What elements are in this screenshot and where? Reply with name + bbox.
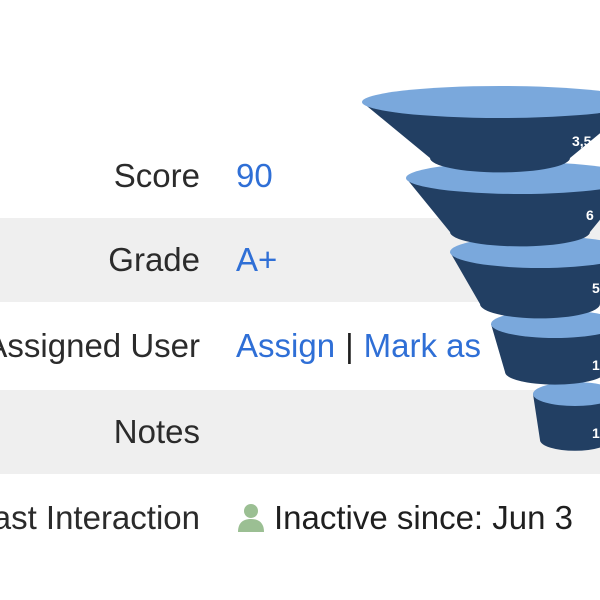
assigned-user-actions: Assign | Mark as (236, 304, 481, 388)
grade-row: Grade A+ (0, 218, 600, 302)
mark-as-link[interactable]: Mark as (363, 327, 481, 364)
funnel-stage-top (362, 86, 600, 118)
score-label: Score (113, 157, 200, 194)
action-separator: | (345, 327, 354, 364)
assign-link[interactable]: Assign (236, 327, 336, 364)
user-icon (238, 504, 264, 532)
notes-label: Notes (113, 413, 200, 450)
score-row: Score 90 (0, 134, 600, 218)
inactive-since-text: Inactive since: Jun 3 (274, 499, 573, 536)
grade-label: Grade (108, 241, 200, 278)
assigned-user-row: Assigned User Assign | Mark as (0, 304, 600, 388)
assigned-user-label: Assigned User (0, 327, 200, 364)
last-interaction-label: Last Interaction (0, 499, 200, 536)
last-interaction-value: Inactive since: Jun 3 (236, 476, 573, 560)
score-value[interactable]: 90 (236, 157, 273, 194)
last-interaction-row: Last Interaction Inactive since: Jun 3 (0, 476, 600, 560)
grade-value[interactable]: A+ (236, 241, 278, 278)
notes-row: Notes (0, 390, 600, 474)
